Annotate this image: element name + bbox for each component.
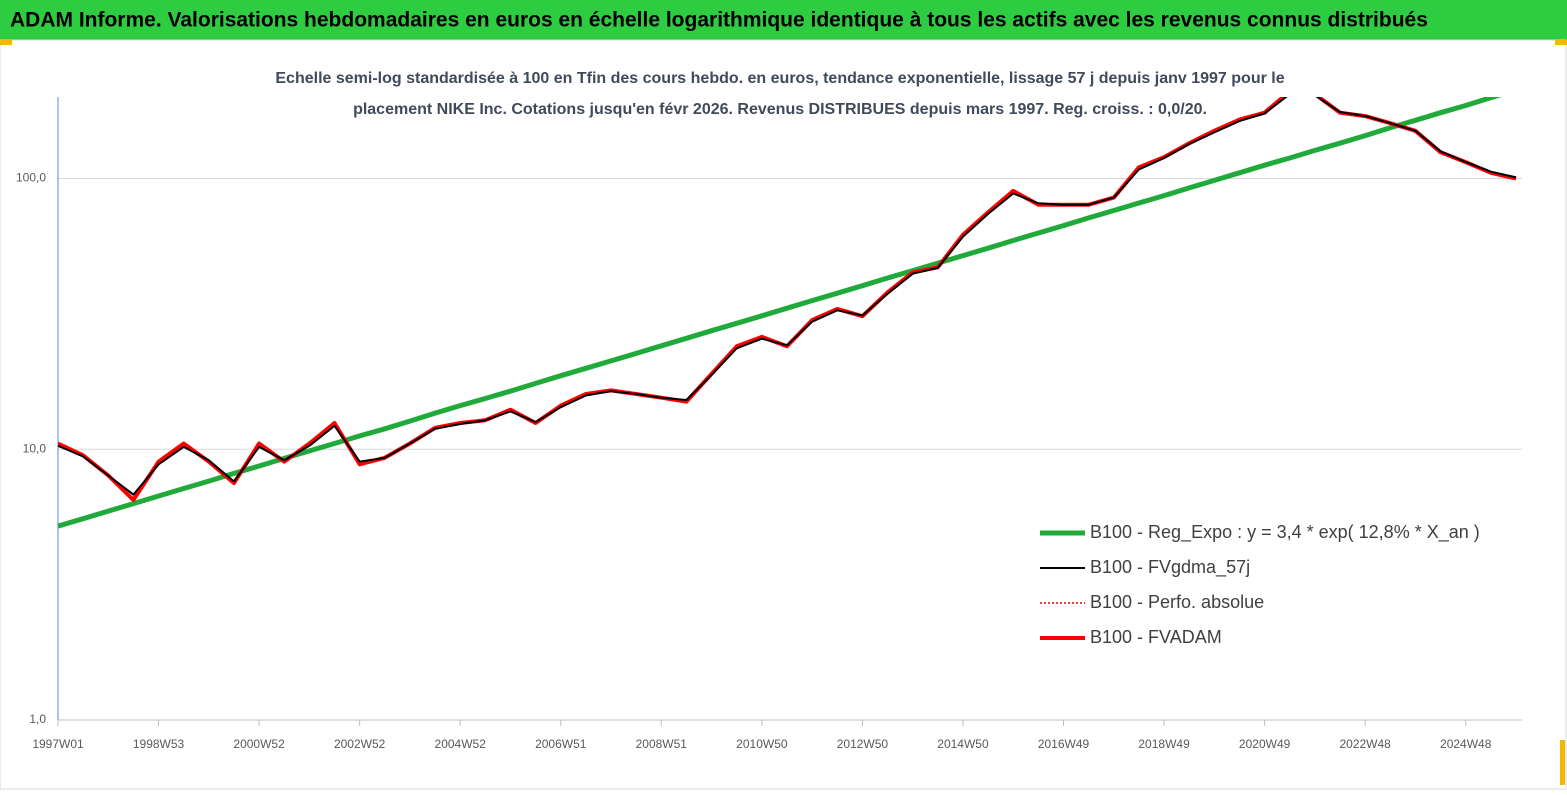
legend-label: B100 - Perfo. absolue — [1090, 592, 1264, 612]
chart-title: ADAM Informe. Valorisations hebdomadaire… — [10, 9, 1428, 32]
y-tick-label: 100,0 — [16, 171, 46, 185]
x-tick-label: 2012W50 — [837, 737, 889, 751]
header-bar — [0, 0, 1567, 40]
corner — [0, 40, 12, 45]
series-line — [58, 97, 1517, 502]
x-tick-label: 2024W48 — [1440, 737, 1492, 751]
x-tick-label: 2010W50 — [736, 737, 788, 751]
x-tick-label: 2018W49 — [1138, 737, 1190, 751]
x-tick-label: 1997W01 — [32, 737, 84, 751]
series-line — [58, 97, 1517, 496]
chart-subtitle: placement NIKE Inc. Cotations jusqu'en f… — [353, 101, 1207, 118]
series-line — [58, 97, 1517, 501]
x-tick-label: 2022W48 — [1339, 737, 1391, 751]
x-tick-label: 2016W49 — [1038, 737, 1090, 751]
x-tick-label: 2006W51 — [535, 737, 587, 751]
x-tick-label: 2000W52 — [233, 737, 285, 751]
x-tick-label: 2004W52 — [435, 737, 487, 751]
x-tick-label: 1998W53 — [133, 737, 185, 751]
series-line — [58, 97, 1502, 529]
corner — [1555, 40, 1567, 45]
chart-frame — [0, 39, 1567, 790]
x-tick-label: 2014W50 — [937, 737, 989, 751]
legend-label: B100 - FVADAM — [1090, 627, 1222, 647]
x-tick-label: 2002W52 — [334, 737, 386, 751]
y-tick-label: 1,0 — [29, 712, 46, 726]
y-tick-label: 10,0 — [23, 441, 47, 455]
x-tick-label: 2020W49 — [1239, 737, 1291, 751]
corner — [1560, 740, 1565, 785]
legend-label: B100 - Reg_Expo : y = 3,4 * exp( 12,8% *… — [1090, 522, 1480, 543]
plot-area — [58, 97, 1517, 529]
chart-subtitle: Echelle semi-log standardisée à 100 en T… — [275, 70, 1284, 87]
x-tick-label: 2008W51 — [636, 737, 688, 751]
legend-label: B100 - FVgdma_57j — [1090, 557, 1250, 578]
